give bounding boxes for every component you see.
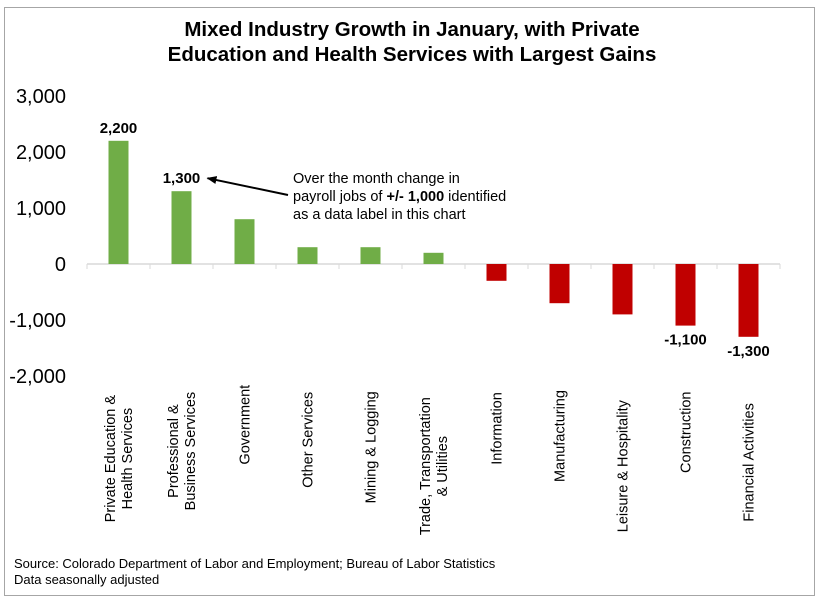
bar [171, 191, 192, 264]
bar [108, 140, 129, 264]
x-tick-labels: Private Education & Health Services Profes… [103, 385, 758, 535]
x-tick-label: Other Services [301, 392, 317, 488]
x-tick-label-line: Mining & Logging [364, 391, 380, 503]
x-tick-label-line: Trade, Transportation [418, 397, 434, 535]
chart-title-line-2: Education and Health Services with Large… [167, 43, 657, 66]
data-label: 1,300 [163, 170, 201, 187]
annotation-arrow [206, 176, 289, 196]
bar [549, 264, 570, 304]
x-tick-label-line: Financial Activities [742, 403, 758, 521]
bar [297, 247, 318, 264]
y-tick-label: 0 [55, 254, 66, 276]
chart-title-line-1: Mixed Industry Growth in January, with P… [184, 18, 640, 41]
annotation-line-3: as a data label in this chart [293, 207, 466, 223]
x-tick-label: Government [238, 385, 254, 465]
x-tick-label: Manufacturing [553, 390, 569, 482]
bar [360, 247, 381, 264]
x-tick-label-line: Construction [679, 392, 695, 473]
y-tick-label: -1,000 [9, 310, 66, 332]
x-tick-label: Mining & Logging [364, 391, 380, 503]
x-tick-label-line: Other Services [301, 392, 317, 488]
bar [423, 252, 444, 264]
x-tick-label-line: Manufacturing [553, 390, 569, 482]
y-tick-label: 2,000 [16, 142, 66, 164]
annotation-line-2-text: payroll jobs of [293, 189, 387, 205]
x-tick-label-line: Business Services [183, 392, 199, 510]
bar [486, 264, 507, 281]
bar [738, 264, 759, 337]
x-tick-label-line: Information [490, 392, 506, 465]
x-tick-label: Professional & Business Services [166, 392, 199, 510]
data-label: 2,200 [100, 120, 138, 137]
x-tick-label-line: Professional & [166, 404, 182, 498]
data-label: -1,300 [727, 343, 770, 360]
annotation-line-1: Over the month change in [293, 171, 460, 187]
y-tick-label: -2,000 [9, 366, 66, 388]
seasonal-note: Data seasonally adjusted [14, 571, 160, 587]
x-tick-label: Information [490, 392, 506, 465]
data-label: -1,100 [664, 332, 707, 349]
annotation-line-2: payroll jobs of +/- 1,000 identified [293, 188, 506, 206]
x-tick-label: Leisure & Hospitality [616, 399, 632, 532]
y-axis: 3,000 2,000 1,000 0 -1,000 -2,000 [9, 86, 66, 388]
source-note: Source: Colorado Department of Labor and… [14, 556, 495, 587]
bar [612, 264, 633, 315]
bar [675, 264, 696, 326]
chart-title: Mixed Industry Growth in January, with P… [0, 17, 824, 67]
x-tick-label-line: Private Education & [103, 395, 119, 523]
x-tick-label-line: Government [238, 385, 254, 465]
annotation-text: Over the month change in payroll jobs of… [293, 170, 506, 224]
data-labels: 2,200 1,300 -1,100 -1,300 [100, 120, 770, 360]
x-tick-label: Financial Activities [742, 403, 758, 521]
x-tick-label: Private Education & Health Services [103, 395, 136, 523]
y-tick-label: 1,000 [16, 198, 66, 220]
bars [108, 140, 759, 337]
source-text: Source: Colorado Department of Labor and… [14, 556, 496, 571]
x-tick-label: Construction [679, 392, 695, 473]
x-tick-label: Trade, Transportation & Utilities [418, 397, 451, 535]
x-tick-label-line: & Utilities [435, 436, 451, 496]
x-tick-label-line: Health Services [120, 408, 136, 510]
x-tick-label-line: Leisure & Hospitality [616, 399, 632, 532]
annotation-bold-threshold: +/- 1,000 [386, 189, 445, 205]
bar [234, 219, 255, 264]
annotation-line-2-tail: identified [444, 189, 507, 205]
y-tick-label: 3,000 [16, 86, 66, 108]
